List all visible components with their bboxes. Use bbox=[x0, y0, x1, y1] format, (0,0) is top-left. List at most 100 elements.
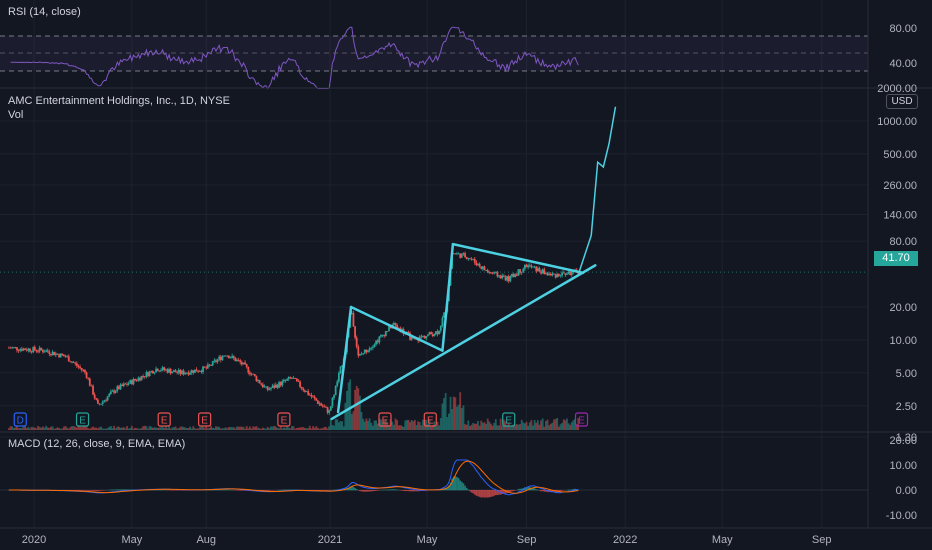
candle-body bbox=[300, 386, 303, 389]
volume-bar bbox=[90, 427, 93, 430]
candle-body bbox=[177, 369, 180, 373]
candle-body bbox=[283, 379, 285, 382]
volume-bar bbox=[234, 428, 237, 430]
candle-body bbox=[158, 371, 161, 372]
candle-body bbox=[151, 370, 154, 374]
volume-bar bbox=[289, 428, 292, 430]
volume-bar bbox=[137, 428, 140, 430]
macd-histogram-bar bbox=[507, 490, 510, 493]
projection-line bbox=[578, 106, 617, 273]
candle-body bbox=[380, 335, 382, 337]
volume-bar bbox=[470, 424, 473, 430]
volume-bar bbox=[253, 426, 256, 430]
pattern-lines[interactable] bbox=[330, 242, 597, 421]
volume-bar bbox=[281, 428, 284, 430]
volume-bar bbox=[520, 419, 523, 430]
volume-bar bbox=[431, 425, 434, 430]
macd-histogram-bar bbox=[237, 490, 240, 491]
volume-bar bbox=[320, 428, 323, 430]
macd-axis: 20.00 10.00 0.00 -10.00 bbox=[886, 435, 917, 522]
volume-bar bbox=[532, 425, 534, 430]
price-tick-label: 80.00 bbox=[889, 236, 917, 248]
macd-histogram-bar bbox=[473, 490, 476, 495]
candle-body bbox=[328, 410, 331, 413]
candle-body bbox=[496, 271, 499, 277]
volume-bar bbox=[402, 426, 405, 430]
price-tick-label: 140.00 bbox=[883, 209, 917, 221]
candle-body bbox=[25, 349, 28, 351]
volume-bar bbox=[27, 426, 30, 430]
candle-body bbox=[216, 359, 219, 362]
candle-body bbox=[438, 330, 441, 335]
candle-body bbox=[240, 362, 243, 365]
candle-body bbox=[35, 350, 38, 352]
candle-body bbox=[420, 336, 423, 338]
candle-body bbox=[514, 274, 517, 278]
volume-bar bbox=[354, 389, 356, 430]
volume-bar bbox=[261, 427, 264, 430]
macd-histogram-bar bbox=[108, 489, 111, 491]
candle-body bbox=[473, 258, 476, 263]
macd-histogram-bar bbox=[116, 489, 119, 491]
volume-bar bbox=[24, 426, 27, 430]
volume-bar bbox=[96, 428, 99, 430]
candle-body bbox=[326, 407, 329, 413]
currency-badge[interactable]: USD bbox=[886, 94, 918, 109]
candle-body bbox=[22, 348, 25, 351]
volume-bar bbox=[82, 426, 85, 430]
volume-bar bbox=[420, 425, 423, 430]
macd-histogram-bar bbox=[386, 489, 389, 491]
candle-body bbox=[258, 380, 261, 384]
macd-histogram-bar bbox=[84, 490, 86, 491]
macd-histogram-bar bbox=[221, 489, 224, 491]
volume-bar bbox=[553, 419, 555, 430]
volume-bar bbox=[443, 398, 445, 430]
candle-body bbox=[456, 253, 458, 255]
candle-body bbox=[407, 332, 410, 334]
volume-bar bbox=[481, 422, 484, 430]
macd-histogram-bar bbox=[452, 476, 455, 491]
volume-bar bbox=[328, 426, 331, 430]
macd-histogram-bar bbox=[456, 476, 458, 491]
candle-body bbox=[465, 256, 468, 259]
candle-body bbox=[273, 385, 276, 388]
macd-histogram-bar bbox=[572, 489, 575, 491]
volume-bar bbox=[140, 427, 143, 430]
volume-bar bbox=[95, 427, 98, 430]
volume-bar bbox=[536, 420, 539, 430]
candle-body bbox=[139, 377, 141, 381]
macd-histogram-bar bbox=[567, 489, 570, 491]
volume-bar bbox=[278, 428, 280, 430]
macd-histogram-bar bbox=[92, 490, 94, 491]
candle-body bbox=[82, 369, 85, 371]
volume-bar bbox=[478, 425, 481, 430]
volume-bar bbox=[323, 426, 326, 430]
volume-bar bbox=[287, 427, 290, 430]
volume-bar bbox=[265, 428, 268, 430]
volume-bar bbox=[163, 428, 166, 430]
candle-body bbox=[147, 372, 149, 377]
macd-histogram-bar bbox=[365, 490, 368, 492]
volume-bar bbox=[59, 428, 62, 430]
candle-body bbox=[522, 268, 525, 272]
price-axis[interactable]: 2000.00 1000.00 500.00 260.00 140.00 80.00 20.… bbox=[877, 83, 917, 444]
volume-bar bbox=[51, 426, 54, 430]
candle-body bbox=[359, 354, 361, 356]
candle-body bbox=[499, 275, 502, 279]
time-axis[interactable]: 2020 May Aug 2021 May Sep 2022 May Sep bbox=[22, 534, 832, 546]
candle-body bbox=[392, 323, 395, 325]
volume-bar bbox=[543, 426, 546, 430]
time-tick-label: May bbox=[121, 534, 142, 546]
volume-bar bbox=[43, 427, 46, 430]
macd-histogram-bar bbox=[74, 490, 77, 491]
candle-body bbox=[294, 378, 297, 379]
candle-body bbox=[122, 383, 125, 386]
macd-histogram-bar bbox=[263, 490, 266, 491]
macd-histogram-bar bbox=[77, 490, 80, 491]
volume-bar bbox=[12, 428, 15, 430]
candle-body bbox=[164, 369, 167, 371]
candle-body bbox=[148, 371, 151, 377]
event-marker-label: E bbox=[427, 416, 434, 427]
